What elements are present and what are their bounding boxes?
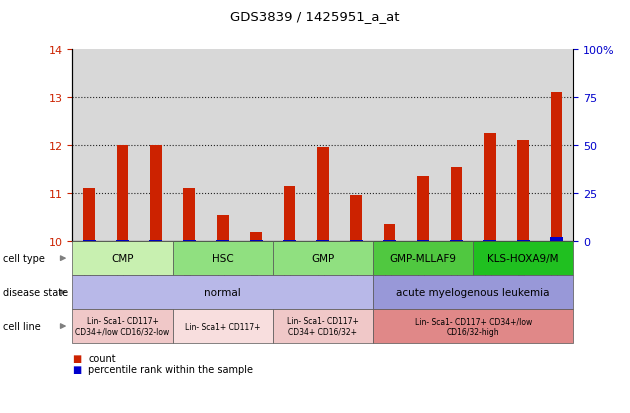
- Bar: [183, 241, 196, 242]
- Bar: [273, 50, 306, 242]
- Bar: [250, 232, 262, 242]
- Bar: [83, 241, 96, 242]
- Bar: [217, 215, 229, 242]
- Text: ■: ■: [72, 353, 82, 363]
- Text: CMP: CMP: [112, 254, 134, 263]
- Text: GMP-MLLAF9: GMP-MLLAF9: [389, 254, 457, 263]
- Text: normal: normal: [204, 287, 241, 297]
- Bar: [507, 50, 540, 242]
- Text: KLS-HOXA9/M: KLS-HOXA9/M: [488, 254, 559, 263]
- Bar: [406, 50, 440, 242]
- Bar: [206, 50, 239, 242]
- Bar: [350, 241, 363, 242]
- Bar: [83, 189, 95, 242]
- Bar: [216, 241, 229, 242]
- Bar: [517, 241, 530, 242]
- Bar: [117, 146, 129, 242]
- Bar: [450, 241, 463, 242]
- Bar: [317, 148, 329, 242]
- Bar: [517, 141, 529, 242]
- Bar: [340, 50, 373, 242]
- Bar: [450, 167, 462, 242]
- Text: Lin- Sca1+ CD117+: Lin- Sca1+ CD117+: [185, 322, 260, 331]
- Bar: [483, 241, 496, 242]
- Text: acute myelogenous leukemia: acute myelogenous leukemia: [396, 287, 550, 297]
- Text: count: count: [88, 353, 116, 363]
- Text: ■: ■: [72, 364, 82, 374]
- Text: Lin- Sca1- CD117+
CD34+/low CD16/32-low: Lin- Sca1- CD117+ CD34+/low CD16/32-low: [76, 317, 169, 336]
- Bar: [551, 93, 563, 242]
- Bar: [139, 50, 173, 242]
- Bar: [417, 177, 429, 242]
- Bar: [540, 50, 573, 242]
- Text: GMP: GMP: [311, 254, 335, 263]
- Bar: [173, 50, 206, 242]
- Text: Lin- Sca1- CD117+
CD34+ CD16/32+: Lin- Sca1- CD117+ CD34+ CD16/32+: [287, 317, 359, 336]
- Bar: [116, 241, 129, 242]
- Bar: [484, 133, 496, 242]
- Bar: [316, 241, 329, 242]
- Bar: [283, 241, 296, 242]
- Text: disease state: disease state: [3, 287, 68, 297]
- Bar: [550, 238, 563, 242]
- Bar: [72, 50, 106, 242]
- Bar: [350, 196, 362, 242]
- Bar: [416, 241, 430, 242]
- Text: percentile rank within the sample: percentile rank within the sample: [88, 364, 253, 374]
- Bar: [384, 225, 396, 242]
- Bar: [306, 50, 340, 242]
- Bar: [284, 186, 295, 242]
- Bar: [150, 146, 162, 242]
- Text: GDS3839 / 1425951_a_at: GDS3839 / 1425951_a_at: [230, 10, 400, 23]
- Text: cell line: cell line: [3, 321, 41, 331]
- Text: cell type: cell type: [3, 254, 45, 263]
- Bar: [473, 50, 507, 242]
- Bar: [106, 50, 139, 242]
- Bar: [440, 50, 473, 242]
- Bar: [183, 189, 195, 242]
- Text: Lin- Sca1- CD117+ CD34+/low
CD16/32-high: Lin- Sca1- CD117+ CD34+/low CD16/32-high: [415, 317, 532, 336]
- Text: HSC: HSC: [212, 254, 234, 263]
- Bar: [149, 241, 163, 242]
- Bar: [249, 241, 263, 242]
- Bar: [383, 241, 396, 242]
- Bar: [373, 50, 406, 242]
- Bar: [239, 50, 273, 242]
